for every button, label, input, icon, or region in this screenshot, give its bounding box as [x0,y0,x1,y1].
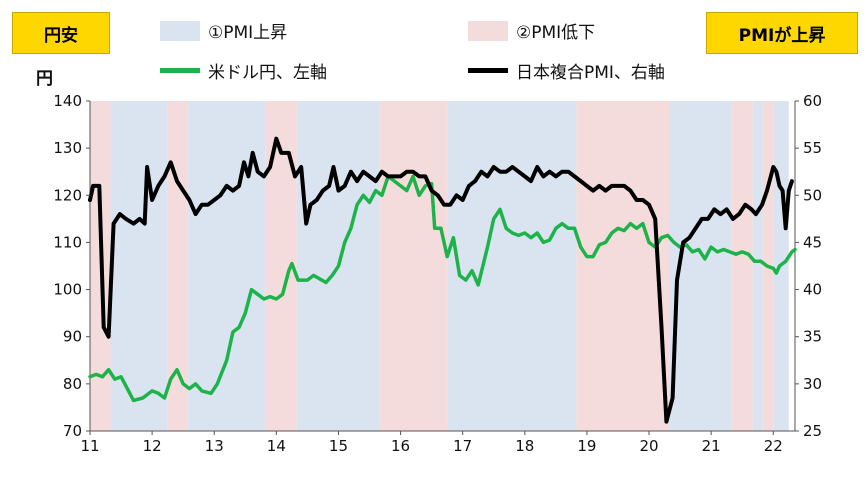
badge-pmi-up: PMIが上昇 [706,12,858,54]
left-tick-label: 120 [53,186,82,204]
badge-yen-weak: 円安 [12,12,110,54]
x-tick-label: 11 [80,437,99,455]
left-tick-label: 140 [53,92,82,110]
left-tick-label: 110 [53,233,82,251]
legend-pmi-swatch [468,68,508,73]
legend-usdjpy: 米ドル円、左軸 [160,58,327,83]
left-axis-unit: 円 [36,69,53,89]
band-down-6 [380,101,448,431]
ticks-layer: 70 80 90 100 110 120 130 140 25 30 35 40 45 50 55 60 11 1… [53,92,822,455]
x-tick-label: 16 [391,437,410,455]
x-tick-label: 12 [143,437,162,455]
x-tick-label: 17 [453,437,472,455]
legend-pmi: 日本複合PMI、右軸 [468,58,665,83]
bands-layer [90,101,789,431]
x-tick-label: 22 [764,437,783,455]
band-up-1 [110,101,168,431]
legend-band-down-swatch [468,20,508,41]
band-up-3 [188,101,266,431]
legend-usdjpy-swatch [160,68,200,73]
right-tick-label: 60 [803,92,822,110]
right-tick-label: 40 [803,281,822,299]
right-tick-label: 50 [803,186,822,204]
band-up-7 [447,101,577,431]
left-tick-label: 70 [63,422,82,440]
right-tick-label: 55 [803,139,822,157]
legend-pmi-label: 日本複合PMI、右軸 [516,63,665,83]
lines-layer [88,136,797,424]
left-tick-label: 90 [63,328,82,346]
series-pmi-line [88,136,794,424]
right-tick-label: 30 [803,375,822,393]
right-tick-label: 25 [803,422,822,440]
right-tick-label: 35 [803,328,822,346]
legend-band-up-label: ①PMI上昇 [208,23,288,43]
series-usdjpy-line [88,174,797,403]
x-tick-label: 15 [329,437,348,455]
x-tick-label: 18 [515,437,534,455]
left-tick-label: 130 [53,139,82,157]
legend-band-up: ①PMI上昇 [160,18,287,43]
band-down-10 [731,101,753,431]
legend-band-down-label: ②PMI低下 [516,23,596,43]
left-tick-label: 80 [63,375,82,393]
left-tick-label: 100 [53,281,82,299]
x-tick-label: 20 [639,437,658,455]
x-tick-label: 14 [267,437,286,455]
band-down-8 [576,101,670,431]
legend-usdjpy-label: 米ドル円、左軸 [208,63,327,83]
x-tick-label: 13 [205,437,224,455]
legend-band-down: ②PMI低下 [468,18,595,43]
right-tick-label: 45 [803,233,822,251]
band-down-2 [167,101,189,431]
band-up-11 [752,101,763,431]
x-tick-label: 21 [702,437,721,455]
legend-band-up-swatch [160,20,200,41]
x-tick-label: 19 [577,437,596,455]
